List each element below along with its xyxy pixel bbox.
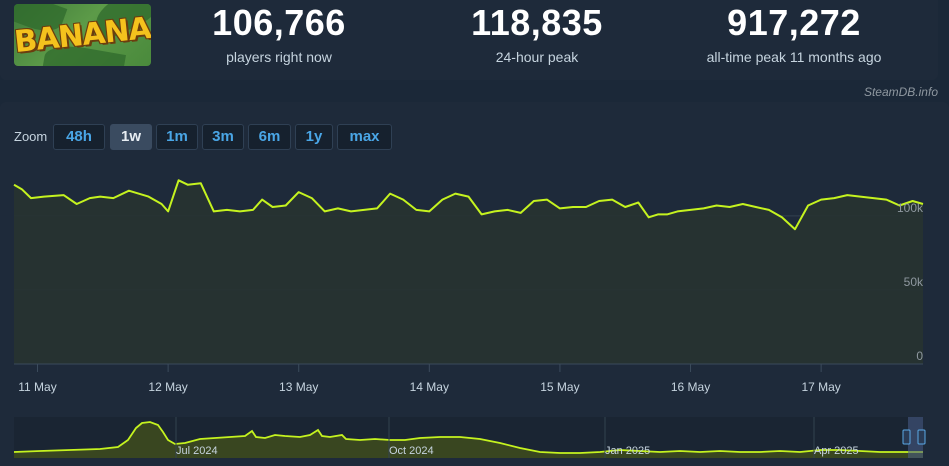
- navigator-left-handle[interactable]: [902, 429, 911, 445]
- x-tick-label: 14 May: [410, 380, 449, 394]
- navigator-selection[interactable]: [908, 417, 923, 458]
- x-tick-label: 17 May: [801, 380, 840, 394]
- navigator-series-line: [13, 421, 923, 454]
- navigator-tick-label: Jul 2024: [176, 445, 218, 457]
- stat-all-time-peak: 917,272 all-time peak 11 months ago: [684, 2, 904, 67]
- navigator-tick-label: Oct 2024: [389, 445, 434, 457]
- zoom-3m-button[interactable]: 3m: [202, 124, 244, 150]
- zoom-48h-button[interactable]: 48h: [53, 124, 105, 150]
- zoom-6m-button[interactable]: 6m: [248, 124, 291, 150]
- y-tick-label: 0: [916, 349, 923, 363]
- game-logo: BANANA: [14, 4, 151, 66]
- stat-label: 24-hour peak: [495, 49, 579, 65]
- stat-label: players right now: [226, 49, 332, 65]
- zoom-1y-button[interactable]: 1y: [295, 124, 333, 150]
- x-tick-label: 11 May: [18, 380, 56, 394]
- y-tick-label: 50k: [904, 275, 924, 289]
- zoom-1m-button[interactable]: 1m: [156, 124, 198, 150]
- stat-current-players: 106,766 players right now: [189, 2, 369, 67]
- x-axis: 11 May 12 May 13 May 14 May 15 May 16 May 17 M…: [14, 363, 923, 394]
- navigator[interactable]: Jul 2024 Oct 2024 Jan 2025 Apr 2025: [13, 417, 926, 458]
- navigator-series-area: [14, 422, 923, 458]
- stat-value: 118,835: [471, 2, 603, 43]
- x-tick-label: 15 May: [540, 380, 579, 394]
- navigator-tick-label: Apr 2025: [814, 445, 859, 457]
- y-tick-label: 100k: [897, 201, 924, 215]
- zoom-max-button[interactable]: max: [337, 124, 392, 150]
- stats-card: BANANA 106,766 players right now 118,835…: [0, 0, 938, 80]
- series-area-fill: [14, 180, 923, 364]
- stat-label: all-time peak 11 months ago: [706, 49, 882, 65]
- zoom-1w-button[interactable]: 1w: [110, 124, 152, 150]
- zoom-label: Zoom: [14, 129, 48, 144]
- navigator-right-handle[interactable]: [917, 429, 926, 445]
- navigator-x-axis: Jul 2024 Oct 2024 Jan 2025 Apr 2025: [175, 417, 859, 458]
- x-tick-label: 13 May: [279, 380, 318, 394]
- series-area: [14, 180, 923, 364]
- stat-value: 917,272: [727, 2, 861, 43]
- stat-24h-peak: 118,835 24-hour peak: [447, 2, 627, 67]
- series-line: [13, 179, 924, 231]
- series-line-path: [13, 179, 924, 231]
- stat-value: 106,766: [212, 2, 346, 43]
- y-axis: 0 50k 100k: [897, 201, 924, 363]
- x-tick-label: 16 May: [671, 380, 710, 394]
- x-tick-label: 12 May: [148, 380, 187, 394]
- steamdb-credit[interactable]: SteamDB.info: [863, 85, 938, 99]
- navigator-tick-label: Jan 2025: [605, 445, 650, 457]
